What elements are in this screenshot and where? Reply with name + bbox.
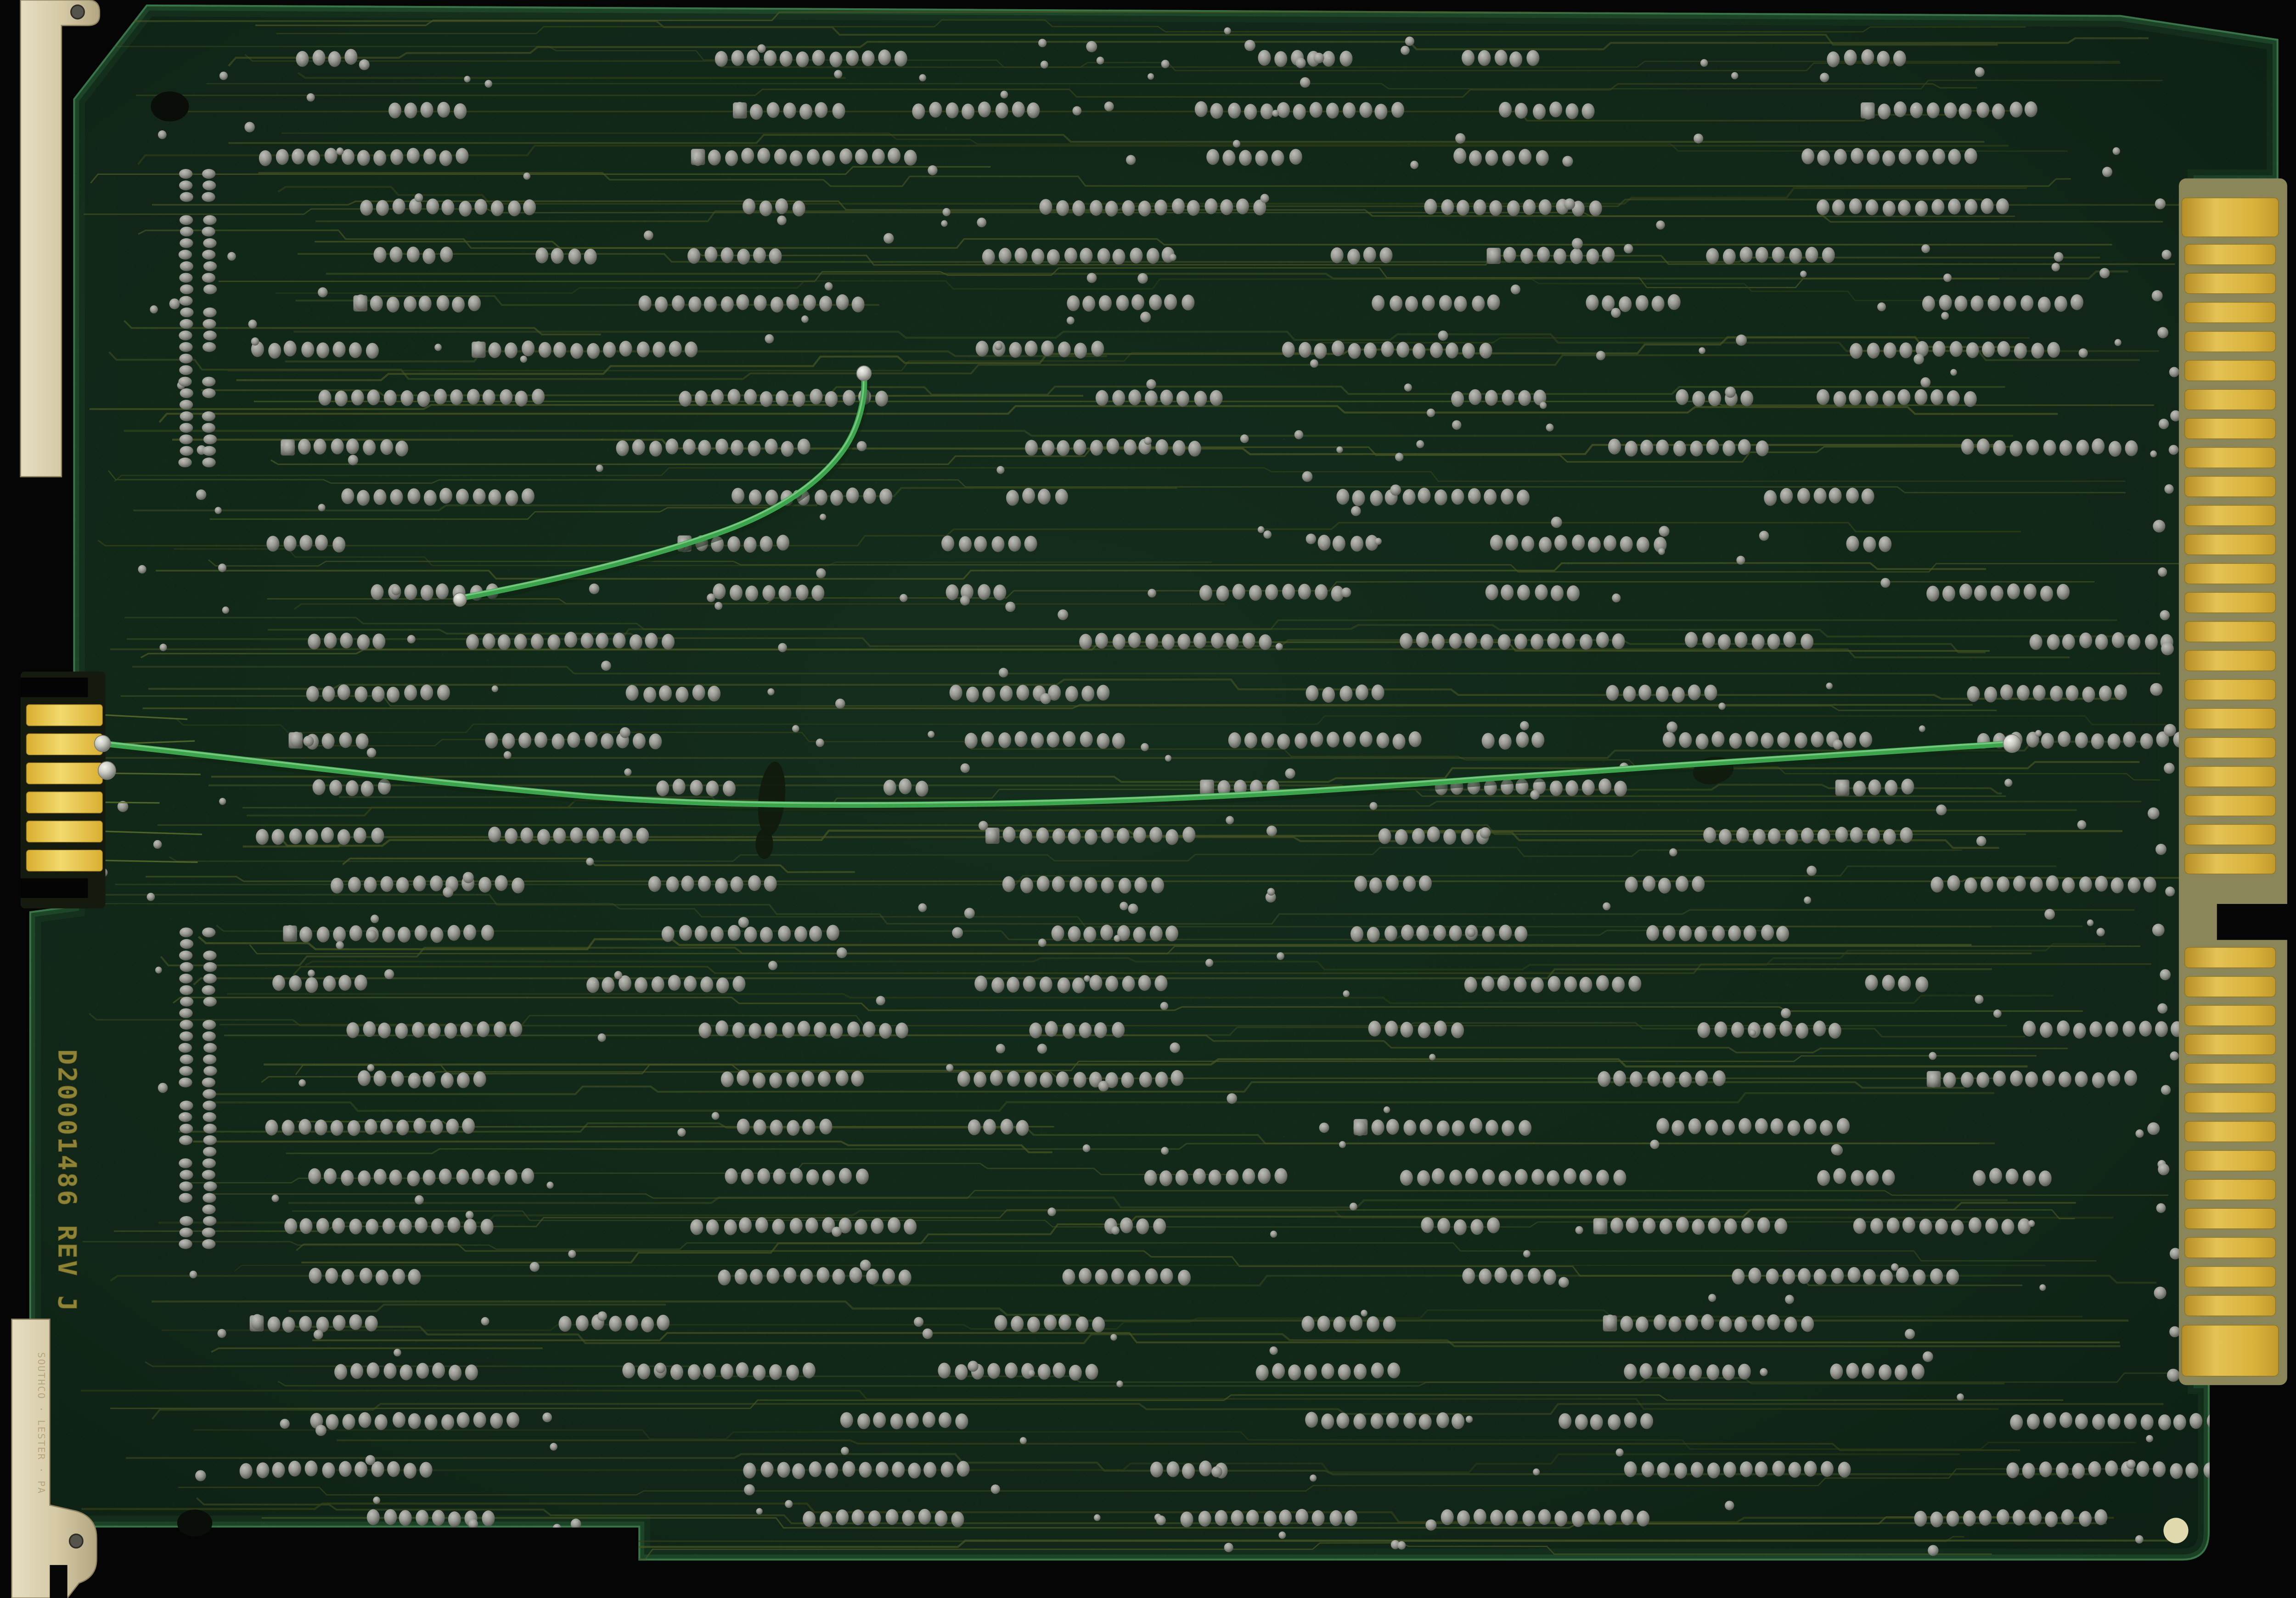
finger-trace — [105, 859, 198, 863]
gold-finger — [2184, 331, 2276, 353]
gold-finger — [2184, 1266, 2276, 1288]
gold-finger — [2184, 1034, 2276, 1055]
connector-substrate — [20, 671, 106, 908]
bracket-embossed-text: SOUTHCO · LESTER · PA — [36, 1352, 47, 1494]
short-jumper-wire — [456, 373, 867, 601]
gold-fingers-left — [26, 704, 103, 872]
rivet — [70, 4, 85, 20]
gold-finger — [2184, 795, 2276, 817]
gold-finger — [2184, 1295, 2276, 1317]
gold-finger — [2184, 1121, 2276, 1142]
gold-finger — [2184, 621, 2276, 642]
gold-finger — [2184, 418, 2276, 439]
long-jumper-wire-highlight — [101, 741, 2012, 804]
gold-finger — [26, 791, 103, 813]
gold-finger — [2184, 592, 2276, 613]
gold-finger — [2184, 1005, 2276, 1026]
connector-key-slot — [20, 878, 88, 898]
mounting-hole — [177, 1509, 213, 1537]
bodge-wires — [94, 365, 2021, 859]
gold-finger — [2184, 1179, 2276, 1200]
gold-finger — [2184, 1063, 2276, 1084]
gold-finger — [2184, 505, 2276, 526]
gold-finger — [2184, 766, 2276, 787]
right-edge-connector — [2178, 178, 2296, 1385]
gold-finger — [26, 733, 103, 756]
gold-fingers-right — [2181, 197, 2279, 1377]
bracket-hook-notch — [50, 1565, 68, 1598]
finger-trace — [105, 772, 201, 775]
connector-key-slot — [2217, 904, 2296, 940]
solder-joint — [453, 592, 467, 607]
gold-finger — [26, 704, 103, 726]
gold-finger — [2181, 197, 2279, 237]
gold-finger — [26, 820, 103, 843]
glue-blob — [758, 762, 786, 836]
finger-trace — [105, 802, 160, 804]
inspection-dot-sticker — [2163, 1518, 2189, 1543]
solder-joint — [97, 761, 116, 780]
gold-finger — [2184, 1092, 2276, 1113]
mounting-hole — [151, 91, 189, 122]
finger-trace — [105, 714, 188, 720]
gold-finger — [2184, 447, 2276, 468]
gold-finger — [2184, 273, 2276, 294]
gold-finger — [2184, 476, 2276, 497]
gold-finger — [2184, 1237, 2276, 1258]
glue-blob — [755, 829, 773, 859]
gold-finger — [2184, 976, 2276, 998]
gold-finger — [2184, 708, 2276, 729]
gold-finger — [2184, 389, 2276, 410]
gold-finger — [2184, 679, 2276, 701]
bracket-upper-segment — [20, 0, 101, 477]
gold-finger — [2184, 947, 2276, 968]
solder-joint — [2003, 734, 2021, 753]
board-part-number: D20001486 REV J — [53, 1049, 82, 1313]
long-jumper-wire — [99, 740, 2015, 808]
short-jumper-wire-highlight — [459, 374, 865, 598]
rivet — [68, 1533, 84, 1549]
gold-finger — [2184, 1208, 2276, 1229]
gold-finger — [2184, 360, 2276, 381]
connector-key-slot — [20, 677, 88, 697]
solder-joint — [94, 735, 111, 752]
gold-finger — [2184, 650, 2276, 671]
finger-trace — [105, 830, 203, 835]
gold-finger — [2184, 534, 2276, 555]
gold-finger — [26, 762, 103, 785]
bracket-lower-segment — [11, 1318, 97, 1598]
solder-joint — [856, 365, 872, 381]
gold-finger — [2184, 563, 2276, 584]
gold-finger — [2184, 824, 2276, 846]
left-edge-connector — [20, 671, 203, 908]
gold-finger — [2184, 1150, 2276, 1172]
gold-finger — [2184, 302, 2276, 323]
gold-finger — [2184, 853, 2276, 875]
gold-finger — [26, 849, 103, 872]
gold-finger — [2181, 1325, 2279, 1377]
edge-bracket: SOUTHCO · LESTER · PA — [11, 0, 101, 1598]
gold-finger — [2184, 737, 2276, 758]
gold-finger — [2184, 244, 2276, 265]
